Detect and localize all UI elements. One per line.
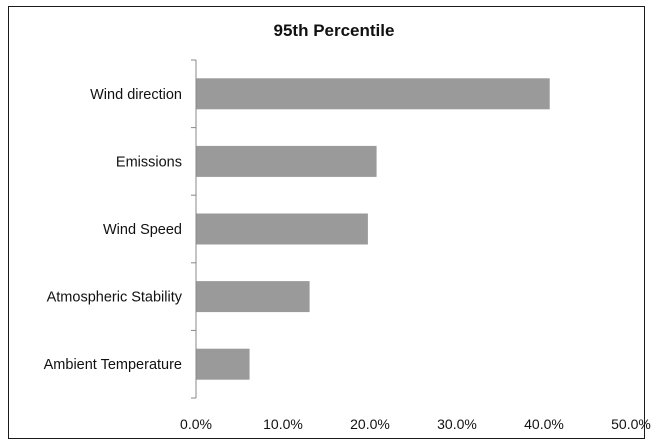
category-label: Emissions <box>116 154 182 170</box>
x-tick-label: 20.0% <box>350 416 390 432</box>
y-axis <box>191 59 197 399</box>
category-label: Atmospheric Stability <box>47 290 183 306</box>
x-tick-label: 30.0% <box>437 416 477 432</box>
category-label: Ambient Temperature <box>44 357 182 373</box>
bar <box>196 281 310 313</box>
category-label: Wind Speed <box>103 222 182 238</box>
x-axis: 0.0% 10.0% 20.0% 30.0% 40.0% 50.0% <box>180 416 651 432</box>
x-tick-label: 10.0% <box>263 416 303 432</box>
chart-title: 95th Percentile <box>274 21 395 40</box>
bars <box>196 78 550 380</box>
bar <box>196 213 368 245</box>
category-label: Wind direction <box>90 87 182 103</box>
x-tick-label: 50.0% <box>611 416 651 432</box>
x-tick-label: 40.0% <box>524 416 564 432</box>
category-labels: Wind direction Emissions Wind Speed Atmosph… <box>44 87 183 373</box>
bar <box>196 78 550 110</box>
x-tick-label: 0.0% <box>180 416 212 432</box>
bar <box>196 145 377 177</box>
bar <box>196 348 250 380</box>
